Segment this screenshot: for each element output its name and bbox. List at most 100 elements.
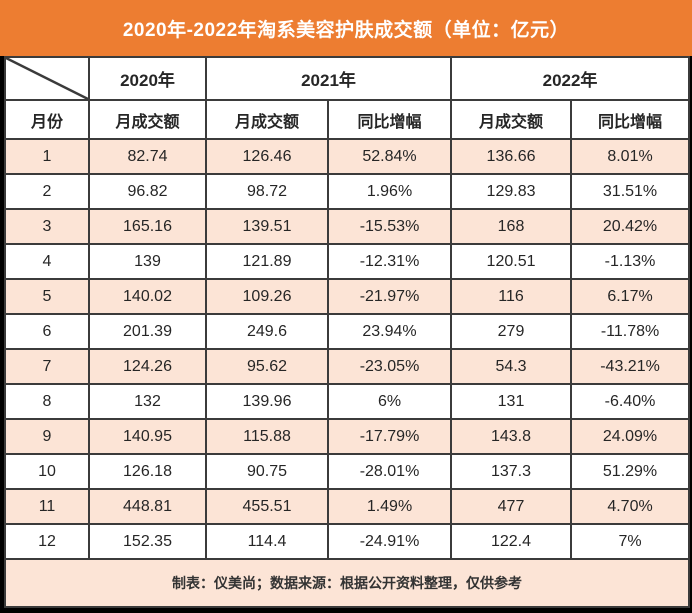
cell-value: -43.21%	[570, 348, 691, 385]
cell-month: 3	[4, 208, 90, 245]
cell-value: 90.75	[205, 453, 329, 490]
cell-value: 1.96%	[326, 173, 453, 210]
cell-value: 95.62	[205, 348, 329, 385]
cell-month: 11	[4, 488, 90, 525]
table-row: 12 152.35 114.4 -24.91% 122.4 7%	[4, 523, 691, 560]
cell-month: 2	[4, 173, 90, 210]
year-header-row: 2020年 2021年 2022年	[4, 56, 691, 101]
cell-value: 4.70%	[570, 488, 691, 525]
cell-value: 121.89	[205, 243, 329, 280]
cell-value: 115.88	[205, 418, 329, 455]
cell-value: 120.51	[450, 243, 573, 280]
cell-value: -11.78%	[570, 313, 691, 350]
cell-value: 132	[88, 383, 207, 420]
table-row: 6 201.39 249.6 23.94% 279 -11.78%	[4, 313, 691, 350]
table-container: 2020年 2021年 2022年 月份 月成交额 月成交额 同比增幅 月成交额…	[0, 56, 692, 613]
cell-value: 131	[450, 383, 573, 420]
cell-value: 249.6	[205, 313, 329, 350]
table-row: 2 96.82 98.72 1.96% 129.83 31.51%	[4, 173, 691, 210]
table-row: 4 139 121.89 -12.31% 120.51 -1.13%	[4, 243, 691, 280]
cell-value: 143.8	[450, 418, 573, 455]
cell-month: 7	[4, 348, 90, 385]
month-header: 月份	[4, 99, 90, 140]
cell-month: 5	[4, 278, 90, 315]
col-header-2020-monthly: 月成交额	[88, 99, 207, 140]
year-header-2021: 2021年	[204, 56, 453, 101]
cell-value: 20.42%	[570, 208, 691, 245]
cell-value: 168	[450, 208, 573, 245]
year-header-2020: 2020年	[88, 56, 207, 101]
col-header-2022-monthly: 月成交额	[450, 99, 573, 140]
cell-value: 96.82	[88, 173, 207, 210]
cell-value: 98.72	[205, 173, 329, 210]
cell-value: -24.91%	[326, 523, 453, 560]
cell-value: 126.18	[88, 453, 207, 490]
table-row: 3 165.16 139.51 -15.53% 168 20.42%	[4, 208, 691, 245]
title-banner: 2020年-2022年淘系美容护肤成交额（单位：亿元）	[0, 0, 692, 56]
cell-value: 126.46	[205, 138, 329, 175]
cell-value: 448.81	[88, 488, 207, 525]
cell-value: 136.66	[450, 138, 573, 175]
corner-cell	[4, 56, 90, 101]
cell-value: 201.39	[88, 313, 207, 350]
cell-value: 139.51	[205, 208, 329, 245]
column-header-row: 月份 月成交额 月成交额 同比增幅 月成交额 同比增幅	[4, 99, 691, 140]
cell-value: 31.51%	[570, 173, 691, 210]
cell-value: 139.96	[205, 383, 329, 420]
page-title: 2020年-2022年淘系美容护肤成交额（单位：亿元）	[122, 19, 570, 41]
cell-value: 109.26	[205, 278, 329, 315]
year-header-2022: 2022年	[450, 56, 691, 101]
cell-value: 1.49%	[326, 488, 453, 525]
cell-month: 8	[4, 383, 90, 420]
table-row: 9 140.95 115.88 -17.79% 143.8 24.09%	[4, 418, 691, 455]
cell-value: 140.95	[88, 418, 207, 455]
cell-month: 1	[4, 138, 90, 175]
table-row: 10 126.18 90.75 -28.01% 137.3 51.29%	[4, 453, 691, 490]
cell-value: 139	[88, 243, 207, 280]
cell-value: 24.09%	[570, 418, 691, 455]
table-row: 5 140.02 109.26 -21.97% 116 6.17%	[4, 278, 691, 315]
cell-month: 6	[4, 313, 90, 350]
col-header-2022-yoy: 同比增幅	[570, 99, 691, 140]
data-table: 2020年 2021年 2022年 月份 月成交额 月成交额 同比增幅 月成交额…	[3, 56, 691, 608]
cell-value: -6.40%	[570, 383, 691, 420]
cell-value: 455.51	[205, 488, 329, 525]
table-row: 7 124.26 95.62 -23.05% 54.3 -43.21%	[4, 348, 691, 385]
cell-value: 51.29%	[570, 453, 691, 490]
cell-value: -1.13%	[570, 243, 691, 280]
cell-value: 52.84%	[326, 138, 453, 175]
cell-value: -23.05%	[326, 348, 453, 385]
cell-value: -17.79%	[326, 418, 453, 455]
cell-month: 12	[4, 523, 90, 560]
cell-value: 6.17%	[570, 278, 691, 315]
cell-value: 23.94%	[326, 313, 453, 350]
cell-value: -12.31%	[326, 243, 453, 280]
cell-month: 10	[4, 453, 90, 490]
cell-value: 140.02	[88, 278, 207, 315]
cell-value: -15.53%	[326, 208, 453, 245]
cell-value: 116	[450, 278, 573, 315]
cell-value: -28.01%	[326, 453, 453, 490]
cell-value: 124.26	[88, 348, 207, 385]
cell-value: 165.16	[88, 208, 207, 245]
cell-value: -21.97%	[326, 278, 453, 315]
cell-value: 279	[450, 313, 573, 350]
cell-month: 4	[4, 243, 90, 280]
table-row: 8 132 139.96 6% 131 -6.40%	[4, 383, 691, 420]
source-note: 制表：仪美尚；数据来源：根据公开资料整理，仅供参考	[3, 558, 691, 608]
cell-value: 54.3	[450, 348, 573, 385]
cell-value: 477	[450, 488, 573, 525]
footer-row: 制表：仪美尚；数据来源：根据公开资料整理，仅供参考	[3, 558, 691, 608]
cell-value: 129.83	[450, 173, 573, 210]
table-row: 1 82.74 126.46 52.84% 136.66 8.01%	[4, 138, 691, 175]
table-row: 11 448.81 455.51 1.49% 477 4.70%	[4, 488, 691, 525]
cell-value: 152.35	[88, 523, 207, 560]
cell-value: 114.4	[205, 523, 329, 560]
cell-value: 7%	[570, 523, 691, 560]
col-header-2021-yoy: 同比增幅	[326, 99, 453, 140]
col-header-2021-monthly: 月成交额	[205, 99, 329, 140]
diagonal-divider-icon	[6, 58, 88, 99]
cell-value: 137.3	[450, 453, 573, 490]
cell-value: 6%	[326, 383, 453, 420]
